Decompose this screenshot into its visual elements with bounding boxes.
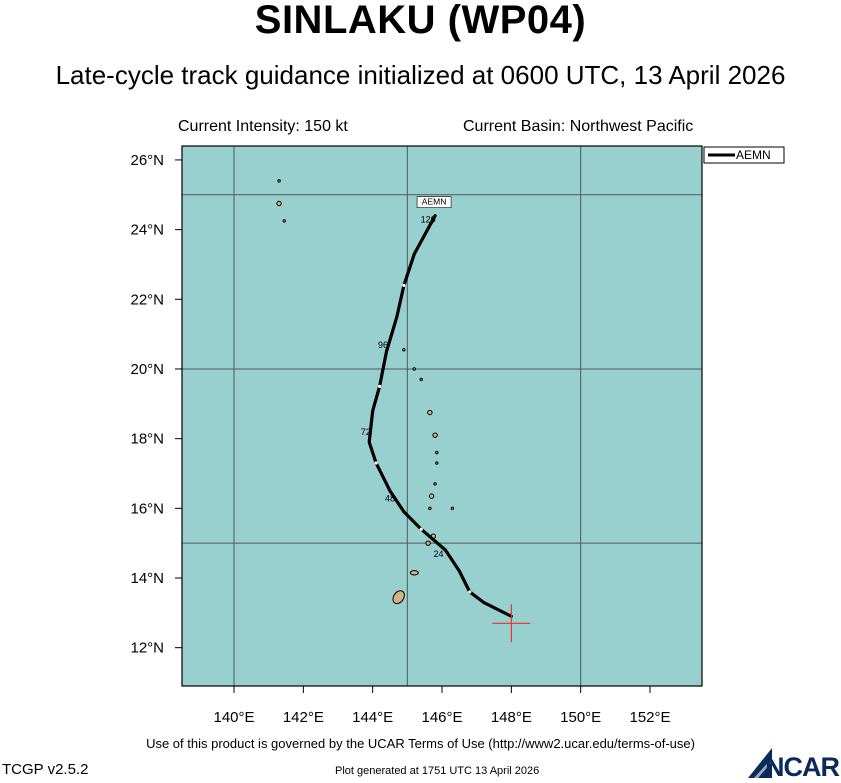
ncar-logo-icon bbox=[748, 748, 772, 778]
track-12h-marker bbox=[468, 590, 472, 594]
terms-of-use: Use of this product is governed by the U… bbox=[146, 736, 695, 751]
lat-tick-label: 14°N bbox=[130, 570, 164, 587]
island-agrihan bbox=[427, 409, 433, 416]
current-basin-label: Current Basin: Northwest Pacific bbox=[463, 118, 694, 135]
lat-tick-label: 26°N bbox=[130, 152, 164, 169]
track-label-box bbox=[416, 196, 452, 208]
plot-title: SINLAKU (WP04) bbox=[254, 0, 587, 42]
lon-tick-label: 144°E bbox=[352, 709, 393, 726]
legend-aemn-label: AEMN bbox=[736, 148, 771, 162]
lat-tick-label: 20°N bbox=[130, 361, 164, 378]
lon-tick-label: 150°E bbox=[560, 709, 601, 726]
forecast-hour-label: 72 bbox=[361, 427, 371, 437]
island-guguan bbox=[435, 461, 439, 465]
island-south-iwo-jima bbox=[282, 219, 286, 223]
forecast-hour-label: 24 bbox=[434, 549, 444, 559]
island-uracas bbox=[402, 348, 406, 352]
lon-tick-label: 146°E bbox=[421, 709, 462, 726]
island-maug bbox=[412, 367, 416, 371]
track-12h-marker bbox=[378, 384, 382, 388]
island-pagan bbox=[432, 432, 438, 438]
legend bbox=[703, 146, 785, 164]
lat-tick-label: 18°N bbox=[130, 431, 164, 448]
version-label: TCGP v2.5.2 bbox=[2, 761, 89, 778]
forecast-hour-label: 120 bbox=[421, 215, 436, 225]
ocean-background bbox=[182, 146, 702, 686]
lon-tick-label: 142°E bbox=[283, 709, 324, 726]
lat-tick-label: 24°N bbox=[130, 222, 164, 239]
generated-timestamp: Plot generated at 1751 UTC 13 April 2026 bbox=[335, 765, 540, 777]
lat-tick-label: 16°N bbox=[130, 500, 164, 517]
forecast-hour-label: 96 bbox=[378, 340, 388, 350]
island-guam bbox=[392, 590, 405, 605]
island-anatahan bbox=[428, 493, 435, 499]
lon-tick-label: 152°E bbox=[629, 709, 670, 726]
island-asuncion bbox=[419, 377, 423, 382]
lat-tick-label: 22°N bbox=[130, 291, 164, 308]
lat-tick-label: 12°N bbox=[130, 640, 164, 657]
island-sarigan bbox=[433, 482, 437, 486]
lon-tick-label: 148°E bbox=[491, 709, 532, 726]
island-farallon-de-medinilla bbox=[428, 506, 432, 511]
island-alamagan bbox=[435, 450, 439, 455]
track-12h-marker bbox=[419, 527, 423, 531]
island-tinian bbox=[425, 540, 431, 546]
track-12h-marker bbox=[374, 461, 378, 465]
island-farallon-de-pajaros bbox=[450, 506, 455, 511]
island-iwo-jima bbox=[276, 200, 282, 207]
lon-tick-label: 140°E bbox=[213, 709, 254, 726]
plot-subtitle: Late-cycle track guidance initialized at… bbox=[55, 60, 786, 90]
current-intensity-label: Current Intensity: 150 kt bbox=[178, 118, 348, 135]
track-12h-marker bbox=[402, 283, 406, 287]
track-label-aemn: AEMN bbox=[422, 197, 447, 207]
island-rota bbox=[409, 570, 419, 576]
ncar-logo-text: NCAR bbox=[765, 752, 840, 782]
island-north-iwo-jima bbox=[277, 179, 281, 183]
legend-box bbox=[703, 146, 785, 164]
forecast-hour-label: 48 bbox=[385, 493, 395, 503]
